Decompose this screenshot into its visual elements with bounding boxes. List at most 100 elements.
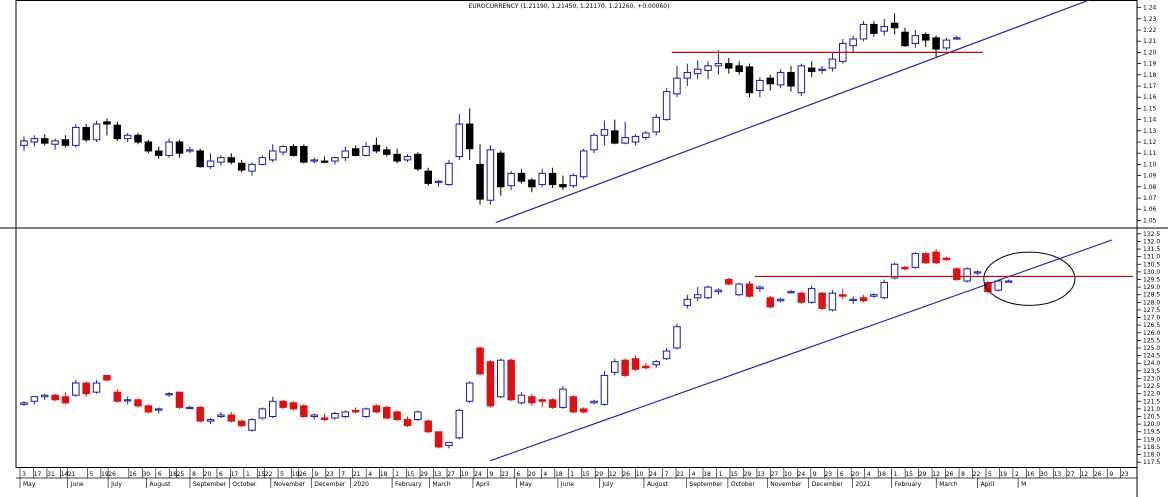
candle <box>20 401 28 406</box>
candle <box>113 121 122 141</box>
x-tick-label: 29 <box>744 471 752 478</box>
x-tick-label: 30 <box>142 471 150 478</box>
candle <box>994 279 1003 292</box>
candle-body <box>196 406 204 422</box>
candle-body <box>621 137 629 144</box>
candle <box>538 398 546 408</box>
candle <box>248 162 256 176</box>
candle-body <box>735 65 743 72</box>
candle <box>569 173 578 188</box>
x-month-label: February <box>395 481 422 488</box>
x-tick-label: 5 <box>89 471 93 478</box>
candle-body <box>859 23 868 40</box>
y-tick-label: 1.06 <box>1143 206 1157 213</box>
candle <box>393 148 401 164</box>
x-tick-label: 12 <box>1080 471 1088 478</box>
candle <box>621 358 629 377</box>
candle <box>227 411 236 423</box>
x-month-label: July <box>110 481 122 488</box>
x-month-label: 2021 <box>855 481 870 488</box>
candle <box>206 153 215 169</box>
candle-body <box>486 361 495 407</box>
y-tick-label: 129.5 <box>1143 276 1160 283</box>
candle <box>776 297 785 303</box>
x-month-label: October <box>232 481 257 488</box>
candle <box>227 153 236 165</box>
x-tick-label: 19 <box>101 471 109 478</box>
candle-body <box>559 184 567 188</box>
candle-body <box>797 292 806 303</box>
candle-body <box>880 282 889 299</box>
candle-body <box>942 39 951 49</box>
candle <box>268 144 277 163</box>
candle <box>455 114 464 160</box>
candle-body <box>372 144 381 152</box>
candle-body <box>973 271 982 274</box>
x-tick-label: 23 <box>501 471 509 478</box>
x-month-label: April <box>476 481 490 488</box>
y-tick-label: 1.11 <box>1143 150 1157 157</box>
y-tick-label: 128.5 <box>1143 292 1160 299</box>
candle-body <box>953 268 961 280</box>
candle-body <box>393 153 401 162</box>
x-month-label: October <box>731 481 756 488</box>
chart-title: EUROCURRENCY (1.21190, 1.21450, 1.21170,… <box>469 3 670 10</box>
x-tick-label: 24 <box>649 471 657 478</box>
x-tick-label: 29 <box>919 471 927 478</box>
x-tick-label: 27 <box>771 471 779 478</box>
candle-body <box>424 170 432 184</box>
candle <box>942 37 951 51</box>
candle <box>693 287 702 301</box>
candle-body <box>932 251 940 264</box>
candle <box>123 133 132 142</box>
candle-body <box>807 288 816 303</box>
candle <box>642 363 650 370</box>
x-tick-label: 1 <box>395 471 399 478</box>
y-tick-label: 125.0 <box>1143 345 1160 352</box>
candle <box>849 296 857 304</box>
x-month-label: September <box>689 481 723 488</box>
y-tick-label: 1.20 <box>1143 49 1157 56</box>
candle <box>434 431 443 449</box>
candle-body <box>870 294 878 297</box>
candle <box>611 358 619 376</box>
candle <box>683 63 692 86</box>
candle <box>756 285 764 292</box>
candle-body <box>123 134 132 140</box>
x-month-label: April <box>981 481 995 488</box>
candle-body <box>248 163 256 172</box>
candle <box>175 391 184 409</box>
candle <box>300 144 308 164</box>
candle <box>839 288 847 300</box>
y-tick-label: 119.5 <box>1143 429 1160 436</box>
candle-body <box>1004 280 1013 283</box>
candle-body <box>258 157 267 165</box>
x-tick-label: 9 <box>1109 471 1113 478</box>
candle-body <box>123 399 132 402</box>
candle <box>870 21 878 37</box>
candle <box>61 392 70 405</box>
candle <box>383 146 391 157</box>
candle-body <box>559 388 567 408</box>
candle <box>787 65 795 92</box>
candle-body <box>745 66 754 94</box>
candle <box>714 288 723 295</box>
candle-body <box>72 382 80 396</box>
candle <box>289 401 298 411</box>
y-tick-label: 130.5 <box>1143 261 1160 268</box>
x-month-label: August <box>149 481 171 488</box>
candle-body <box>113 391 122 402</box>
candle-body <box>383 149 391 155</box>
y-tick-label: 129.0 <box>1143 284 1160 291</box>
candle <box>642 130 650 140</box>
candle <box>72 124 80 148</box>
candle <box>310 157 318 164</box>
candle <box>797 291 806 304</box>
candle <box>134 398 142 408</box>
x-tick-label: 2 <box>1015 471 1019 478</box>
candle-body <box>787 72 795 87</box>
candle-body <box>424 420 432 433</box>
x-tick-label: 18 <box>555 471 563 478</box>
candle <box>776 69 785 89</box>
